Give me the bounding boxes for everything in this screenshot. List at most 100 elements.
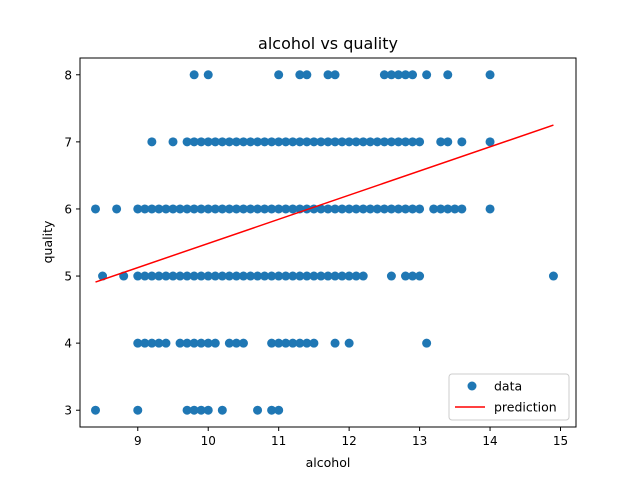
data-point bbox=[91, 405, 100, 415]
data-point bbox=[288, 204, 298, 214]
x-axis-label: alcohol bbox=[306, 455, 351, 470]
data-point bbox=[203, 137, 213, 147]
data-point bbox=[379, 70, 389, 80]
data-point bbox=[189, 271, 199, 281]
data-point bbox=[358, 204, 368, 214]
data-point bbox=[189, 405, 199, 415]
data-point bbox=[408, 70, 418, 80]
data-point bbox=[422, 338, 432, 348]
data-point bbox=[330, 137, 340, 147]
data-point bbox=[140, 204, 150, 214]
y-tick-label: 3 bbox=[64, 404, 72, 418]
data-point bbox=[224, 338, 234, 348]
data-point bbox=[224, 271, 234, 281]
data-point bbox=[443, 137, 453, 147]
data-point bbox=[309, 338, 319, 348]
data-point bbox=[133, 338, 143, 348]
data-point bbox=[281, 137, 291, 147]
data-point bbox=[147, 338, 157, 348]
data-point bbox=[91, 204, 100, 214]
data-point bbox=[393, 204, 403, 214]
data-point bbox=[309, 271, 319, 281]
data-point bbox=[196, 137, 206, 147]
data-point bbox=[112, 204, 122, 214]
data-point bbox=[175, 338, 185, 348]
data-point bbox=[415, 204, 425, 214]
data-point bbox=[429, 204, 439, 214]
data-point bbox=[260, 204, 270, 214]
data-point bbox=[267, 405, 277, 415]
data-point bbox=[274, 204, 284, 214]
data-point bbox=[238, 338, 248, 348]
y-tick-label: 4 bbox=[64, 337, 72, 351]
data-point bbox=[457, 137, 467, 147]
data-point bbox=[344, 204, 354, 214]
data-point bbox=[260, 137, 270, 147]
x-tick-label: 15 bbox=[553, 434, 568, 448]
data-point bbox=[408, 271, 418, 281]
data-point bbox=[401, 204, 410, 214]
data-point bbox=[217, 204, 227, 214]
data-point bbox=[323, 70, 333, 80]
data-point bbox=[302, 338, 312, 348]
data-point bbox=[161, 338, 171, 348]
plot-area: 9 10 11 12 13 14 15 3 4 5 6 7 8 bbox=[64, 57, 577, 448]
data-point bbox=[316, 137, 326, 147]
data-point bbox=[161, 204, 171, 214]
data-point bbox=[344, 338, 354, 348]
data-point bbox=[210, 137, 220, 147]
data-point bbox=[210, 271, 220, 281]
data-point bbox=[231, 338, 241, 348]
data-point bbox=[365, 204, 375, 214]
data-point bbox=[133, 271, 143, 281]
y-tick-label: 7 bbox=[64, 135, 72, 149]
data-point bbox=[168, 137, 178, 147]
data-point bbox=[386, 137, 396, 147]
data-point bbox=[281, 271, 291, 281]
data-point bbox=[175, 271, 185, 281]
data-point bbox=[288, 137, 298, 147]
data-point bbox=[253, 204, 263, 214]
data-point bbox=[217, 271, 227, 281]
data-point bbox=[154, 338, 164, 348]
y-tick-label: 6 bbox=[64, 202, 72, 216]
data-point bbox=[182, 271, 192, 281]
data-point bbox=[267, 204, 277, 214]
data-point bbox=[288, 338, 298, 348]
data-point bbox=[203, 405, 213, 415]
data-point bbox=[224, 204, 234, 214]
x-tick-label: 13 bbox=[412, 434, 427, 448]
data-point bbox=[386, 271, 396, 281]
data-point bbox=[210, 338, 220, 348]
data-point bbox=[365, 137, 375, 147]
data-point bbox=[401, 70, 410, 80]
data-point bbox=[182, 338, 192, 348]
data-point bbox=[330, 204, 340, 214]
data-point bbox=[140, 271, 150, 281]
x-tick-label: 9 bbox=[134, 434, 142, 448]
data-point bbox=[238, 271, 248, 281]
data-point bbox=[358, 137, 368, 147]
data-point bbox=[302, 271, 312, 281]
data-point bbox=[415, 271, 425, 281]
data-point bbox=[168, 271, 178, 281]
data-point bbox=[330, 70, 340, 80]
legend-box bbox=[448, 373, 570, 421]
data-point bbox=[196, 204, 206, 214]
data-point bbox=[330, 271, 340, 281]
data-point bbox=[408, 137, 418, 147]
data-point bbox=[401, 271, 410, 281]
data-point bbox=[302, 137, 312, 147]
data-point bbox=[260, 271, 270, 281]
chart-title: alcohol vs quality bbox=[258, 34, 398, 53]
data-point bbox=[485, 204, 495, 214]
data-point bbox=[267, 271, 277, 281]
data-point bbox=[203, 70, 213, 80]
data-point bbox=[337, 271, 347, 281]
data-point bbox=[182, 405, 192, 415]
data-point bbox=[344, 137, 354, 147]
data-point bbox=[274, 70, 284, 80]
data-point bbox=[147, 271, 157, 281]
data-point bbox=[295, 70, 305, 80]
data-point bbox=[337, 204, 347, 214]
